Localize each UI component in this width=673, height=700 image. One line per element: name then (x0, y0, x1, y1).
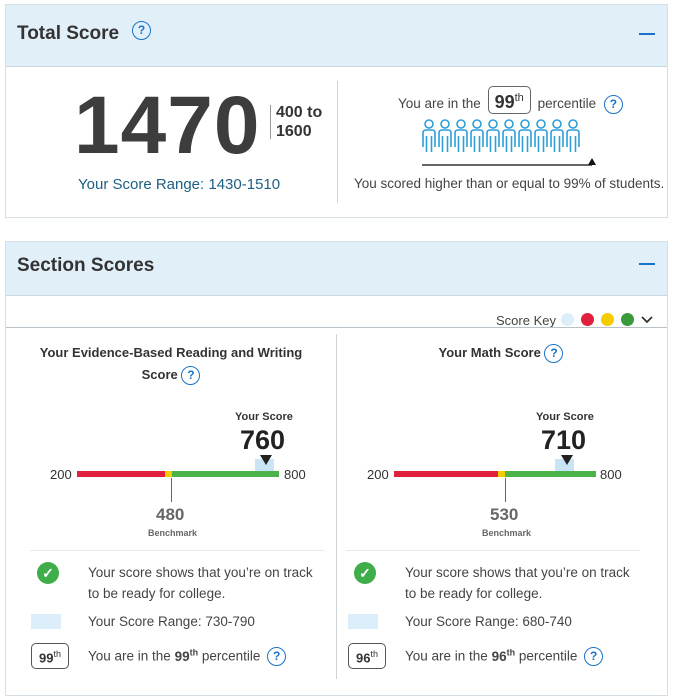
ebrw-title-line2: Score (141, 367, 178, 382)
math-percentile-sup: th (370, 649, 378, 659)
ebrw-benchmark-value: 480 (156, 505, 185, 524)
ebrw-range-highlight (255, 459, 274, 471)
math-benchmark-tick (505, 478, 506, 502)
ebrw-percentile-suffix: percentile (201, 648, 261, 664)
math-title: Your Math Score ? (346, 342, 656, 364)
ebrw-title: Your Evidence-Based Reading and Writing … (26, 342, 316, 386)
help-icon[interactable]: ? (544, 344, 564, 364)
ebrw-bar-red (77, 471, 165, 477)
help-icon[interactable]: ? (584, 647, 604, 667)
ebrw-benchmark-tick (171, 478, 172, 502)
ebrw-your-score-label: Your Score (235, 411, 293, 423)
total-score-header[interactable]: Total Score ? (6, 5, 667, 67)
percentile-suffix: percentile (537, 96, 597, 111)
math-check-icon: ✓ (354, 562, 376, 584)
total-score-title: Total Score (17, 23, 120, 44)
scale-high: 1600 (276, 123, 312, 140)
total-score-value: 1470 (74, 80, 261, 171)
ebrw-track-line2: to be ready for college. (88, 586, 226, 601)
chevron-down-icon[interactable] (641, 315, 653, 325)
math-bar-red (394, 471, 498, 477)
ebrw-track-text: Your score shows that you’re on track to… (88, 562, 313, 604)
higher-than-text: You scored higher than or equal to 99% o… (354, 176, 665, 191)
ebrw-benchmark-label: Benchmark (148, 528, 198, 538)
help-icon[interactable]: ? (603, 94, 623, 114)
ebrw-bar-green (172, 471, 279, 477)
ebrw-score-marker (260, 455, 272, 465)
ebrw-percentile-text: You are in the 99th percentile ? (88, 647, 287, 667)
ebrw-max: 800 (284, 467, 306, 482)
math-title-text: Your Math Score (438, 345, 541, 360)
key-dot-green (621, 313, 634, 326)
percentile-number: 99 (494, 92, 515, 112)
key-divider (6, 327, 667, 328)
ebrw-score-value: 760 (240, 425, 286, 455)
percentile-box: 99th (487, 86, 531, 114)
ebrw-track-line1: Your score shows that you’re on track (88, 565, 313, 580)
section-scores-header[interactable]: Section Scores (6, 242, 667, 296)
people-icon (422, 119, 596, 166)
math-score-value: 710 (541, 425, 587, 455)
math-range-swatch (348, 614, 378, 629)
math-max: 800 (600, 467, 622, 482)
math-percentile-box: 96th (348, 643, 386, 670)
percentile-sup: th (514, 92, 524, 104)
score-key-label: Score Key (496, 313, 556, 328)
math-percentile-inline-sup: th (506, 647, 516, 657)
score-range-divider (270, 105, 271, 139)
help-icon[interactable]: ? (267, 647, 287, 667)
ebrw-bar-yellow (165, 471, 172, 477)
math-your-score-label: Your Score (536, 411, 594, 423)
math-score-marker (561, 455, 573, 465)
ebrw-range-swatch (31, 614, 61, 629)
key-dot-range (561, 313, 574, 326)
math-min: 200 (367, 467, 389, 482)
math-percentile-suffix: percentile (518, 648, 578, 664)
total-divider (337, 81, 338, 203)
ebrw-divider (30, 550, 324, 551)
math-benchmark-value: 530 (490, 505, 519, 524)
ebrw-percentile-inline: 99 (174, 648, 190, 664)
math-benchmark-label: Benchmark (482, 528, 532, 538)
math-percentile-number: 96 (356, 650, 371, 666)
score-scale: 400 to 1600 (276, 103, 322, 141)
total-score-card: Total Score ? 1470 400 to 1600 Your Scor… (5, 4, 668, 218)
ebrw-percentile-number: 99 (39, 650, 54, 666)
key-dot-red (581, 313, 594, 326)
ebrw-min: 200 (50, 467, 72, 482)
percentile-line: You are in the 99th percentile ? (398, 86, 623, 114)
collapse-icon[interactable] (639, 33, 655, 35)
math-track-line2: to be ready for college. (405, 586, 543, 601)
math-track-line1: Your score shows that you’re on track (405, 565, 630, 580)
math-bar-green (505, 471, 596, 477)
math-range-text: Your Score Range: 680-740 (405, 614, 572, 629)
math-percentile-prefix: You are in the (405, 648, 488, 664)
ebrw-range-text: Your Score Range: 730-790 (88, 614, 255, 629)
math-divider (346, 550, 640, 551)
math-percentile-inline: 96 (491, 648, 507, 664)
ebrw-percentile-inline-sup: th (189, 647, 199, 657)
ebrw-percentile-sup: th (53, 649, 61, 659)
help-icon[interactable]: ? (132, 21, 151, 40)
scale-low: 400 to (276, 104, 323, 121)
total-score-range: Your Score Range: 1430-1510 (78, 176, 281, 193)
math-percentile-text: You are in the 96th percentile ? (405, 647, 604, 667)
math-range-highlight (555, 459, 574, 471)
math-bar-yellow (498, 471, 505, 477)
key-dot-yellow (601, 313, 614, 326)
ebrw-percentile-prefix: You are in the (88, 648, 171, 664)
collapse-icon[interactable] (639, 263, 655, 265)
percentile-prefix: You are in the (398, 96, 481, 111)
help-icon[interactable]: ? (181, 366, 201, 386)
score-key[interactable]: Score Key (496, 310, 661, 330)
section-scores-card: Section Scores Score Key Your Evidence-B… (5, 241, 668, 696)
ebrw-check-icon: ✓ (37, 562, 59, 584)
math-track-text: Your score shows that you’re on track to… (405, 562, 630, 604)
ebrw-percentile-box: 99th (31, 643, 69, 670)
ebrw-title-line1: Your Evidence-Based Reading and Writing (39, 345, 303, 360)
section-scores-title: Section Scores (17, 255, 155, 276)
section-divider (336, 334, 337, 679)
